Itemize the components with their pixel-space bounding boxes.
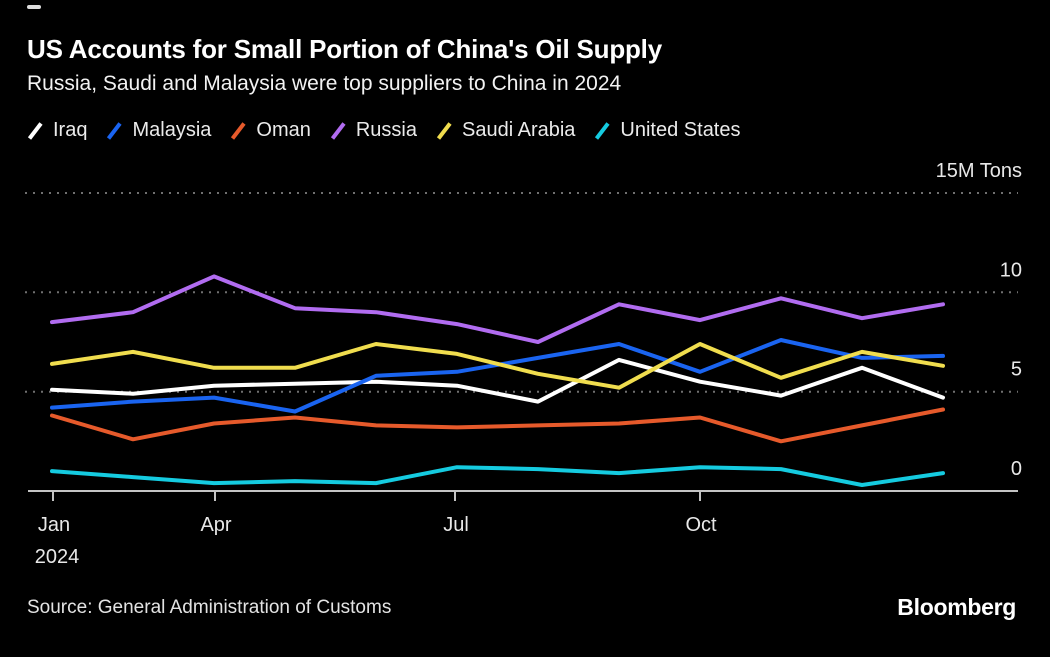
- legend-slash-icon: [330, 121, 346, 140]
- legend-label: Oman: [256, 119, 311, 141]
- y-tick-label: 0: [1011, 458, 1022, 480]
- chart-subtitle: Russia, Saudi and Malaysia were top supp…: [27, 72, 622, 95]
- legend-label: Iraq: [53, 119, 88, 141]
- x-tick-label-jan: Jan: [38, 514, 70, 536]
- y-tick-label: 5: [1011, 359, 1022, 381]
- x-tick-label-apr: Apr: [200, 514, 231, 536]
- legend-label: Saudi Arabia: [462, 119, 576, 141]
- crop-artifact: [27, 5, 41, 9]
- legend-item-saudi-arabia: Saudi Arabia: [436, 119, 575, 142]
- source-note: Source: General Administration of Custom…: [27, 597, 392, 618]
- legend-item-russia: Russia: [330, 119, 417, 142]
- y-tick-label: 10: [1000, 259, 1022, 281]
- legend-label: Russia: [355, 119, 417, 141]
- legend-label: Malaysia: [132, 119, 212, 141]
- legend-slash-icon: [107, 121, 123, 140]
- legend-slash-icon: [27, 121, 43, 140]
- legend-item-oman: Oman: [230, 119, 311, 142]
- legend: Iraq Malaysia Oman Russia Saudi Arabia United…: [27, 119, 741, 142]
- chart-title: US Accounts for Small Portion of China's…: [27, 34, 662, 64]
- series-line-russia: [50, 274, 945, 344]
- series-line-iraq: [50, 357, 945, 404]
- x-tick-label-jul: Jul: [443, 514, 469, 536]
- series-line-oman: [50, 407, 945, 444]
- series-line-malaysia: [50, 338, 945, 414]
- legend-slash-icon: [595, 121, 611, 140]
- legend-item-malaysia: Malaysia: [106, 119, 211, 142]
- bloomberg-logo: Bloomberg: [897, 594, 1016, 620]
- legend-label: United States: [620, 119, 741, 141]
- legend-item-iraq: Iraq: [27, 119, 87, 142]
- y-axis-unit-label: 15M Tons: [936, 160, 1022, 182]
- series-line-united-states: [50, 465, 945, 487]
- x-tick-label-oct: Oct: [685, 514, 717, 536]
- legend-slash-icon: [231, 121, 246, 140]
- legend-item-united-states: United States: [594, 119, 741, 142]
- series-line-saudi-arabia: [50, 342, 945, 390]
- x-axis-year-label: 2024: [35, 546, 80, 568]
- legend-slash-icon: [436, 121, 452, 140]
